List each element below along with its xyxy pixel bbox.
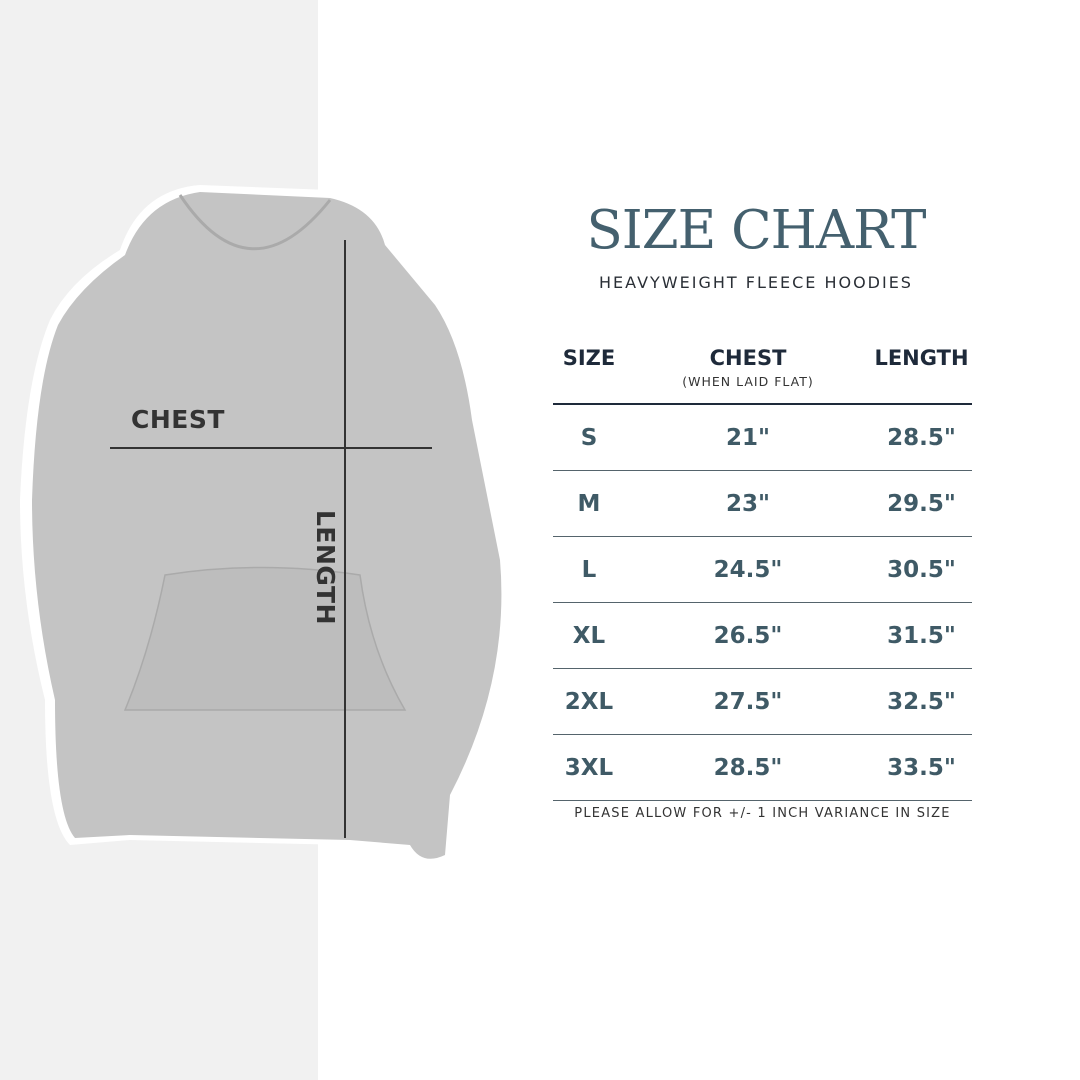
footnote: PLEASE ALLOW FOR +/- 1 INCH VARIANCE IN … [574, 806, 951, 821]
cell-chest: 26.5" [625, 602, 871, 669]
page-title: SIZE CHART [586, 200, 927, 261]
table-row: XL 26.5" 31.5" [553, 602, 972, 669]
cell-chest: 21" [625, 404, 871, 471]
table-row: M 23" 29.5" [553, 470, 972, 537]
size-table: SIZE CHEST (WHEN LAID FLAT) LENGTH S 21" 28… [553, 340, 972, 801]
cell-size: L [553, 536, 625, 603]
hoodie-image [20, 185, 512, 866]
table-header-row: SIZE CHEST (WHEN LAID FLAT) LENGTH [553, 340, 972, 404]
chest-note: (WHEN LAID FLAT) [682, 374, 814, 389]
cell-length: 31.5" [871, 602, 972, 669]
cell-size: 2XL [553, 668, 625, 735]
cell-size: S [553, 404, 625, 471]
cell-length: 30.5" [871, 536, 972, 603]
table-row: 2XL 27.5" 32.5" [553, 668, 972, 735]
header-length: LENGTH [874, 346, 969, 370]
cell-length: 32.5" [871, 668, 972, 735]
chest-label: CHEST [131, 405, 225, 434]
header-size: SIZE [562, 346, 616, 370]
table-row: 3XL 28.5" 33.5" [553, 734, 972, 801]
cell-chest: 23" [625, 470, 871, 537]
cell-size: 3XL [553, 734, 625, 801]
table-row: S 21" 28.5" [553, 404, 972, 471]
cell-size: M [553, 470, 625, 537]
cell-length: 33.5" [871, 734, 972, 801]
cell-length: 29.5" [871, 470, 972, 537]
length-label: LENGTH [311, 510, 340, 625]
header-chest: CHEST (WHEN LAID FLAT) [625, 340, 871, 404]
cell-chest: 28.5" [625, 734, 871, 801]
cell-length: 28.5" [871, 404, 972, 471]
subtitle: HEAVYWEIGHT FLEECE HOODIES [599, 273, 913, 292]
cell-chest: 27.5" [625, 668, 871, 735]
cell-chest: 24.5" [625, 536, 871, 603]
table-row: L 24.5" 30.5" [553, 536, 972, 603]
cell-size: XL [553, 602, 625, 669]
